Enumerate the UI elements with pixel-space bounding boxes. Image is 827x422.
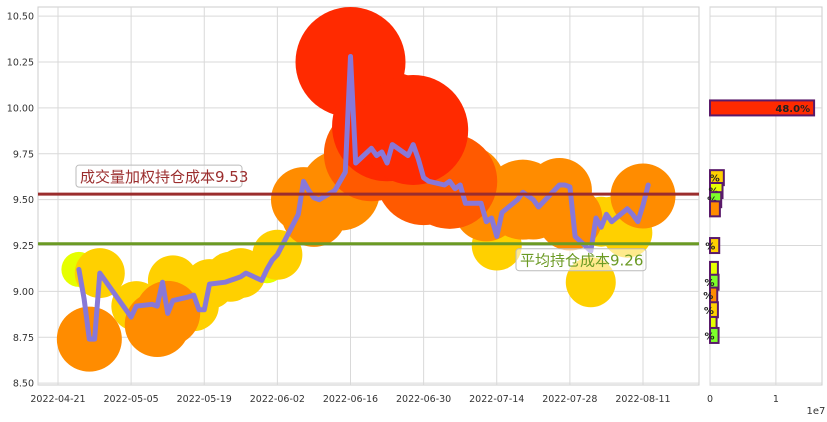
y-tick-label: 9.00 (13, 287, 34, 298)
distribution-x-tick-label: 1 (773, 394, 779, 405)
x-tick-label: 2022-05-19 (177, 394, 232, 405)
cost-label-box (515, 248, 647, 272)
distribution-frame (709, 6, 823, 386)
y-tick-label: 9.25 (13, 241, 34, 252)
price-series-line (76, 54, 651, 342)
x-tick-label: 2022-07-28 (542, 394, 597, 405)
y-tick-label: 9.50 (13, 195, 34, 206)
cost-reference-lines: 成交量加权持仓成本9.53 平均持仓成本9.26 (38, 164, 699, 272)
x-tick-label: 2022-08-11 (615, 394, 670, 405)
volume-bubble (358, 74, 469, 185)
price-chart: 成交量加权持仓成本9.53 平均持仓成本9.26 8.50 8.75 9.00 9.25… (7, 6, 700, 405)
distribution-bar (709, 237, 721, 255)
y-tick-label: 9.75 (13, 149, 34, 160)
y-axis-ticks: 8.50 8.75 9.00 9.25 9.50 9.75 10.00 10.25 10.50 (7, 12, 34, 390)
distribution-bar (709, 200, 721, 218)
y-tick-label: 8.50 (13, 379, 34, 390)
distribution-x-tick-label: 0 (707, 394, 713, 405)
distribution-bar-label: % (703, 291, 713, 302)
x-tick-label: 2022-06-02 (250, 394, 305, 405)
y-tick-label: 8.75 (13, 333, 34, 344)
cost-label-box (75, 164, 243, 188)
y-tick-label: 10.50 (7, 12, 34, 23)
distribution-x-offset-label: 1e7 (807, 406, 826, 417)
distribution-bar (709, 326, 720, 344)
distribution-bar-label: 48.0% (775, 104, 810, 115)
distribution-bar (709, 99, 816, 117)
x-tick-label: 2022-06-30 (396, 394, 451, 405)
x-tick-label: 2022-05-05 (104, 394, 159, 405)
x-tick-label: 2022-06-16 (323, 394, 378, 405)
volume-distribution-chart: 48.0%%%%%%%%% 01 1e7 (703, 6, 826, 417)
x-axis-ticks: 2022-04-21 2022-05-05 2022-05-19 2022-06-02… (30, 394, 670, 405)
weighted-cost-label: 成交量加权持仓成本9.53 (80, 168, 248, 186)
price-line-layer (76, 54, 651, 342)
x-tick-label: 2022-04-21 (30, 394, 85, 405)
y-tick-label: 10.00 (7, 103, 34, 114)
distribution-bar-label: % (705, 278, 715, 289)
distribution-bars: 48.0%%%%%%%%% (703, 99, 816, 344)
distribution-bar-label: % (705, 331, 715, 342)
distribution-bar-label: % (710, 174, 720, 185)
average-cost-label: 平均持仓成本9.26 (520, 252, 643, 270)
distribution-bar-label: % (704, 306, 714, 317)
distribution-bar-label: % (705, 242, 715, 253)
y-tick-label: 10.25 (7, 58, 34, 69)
x-tick-label: 2022-07-14 (469, 394, 524, 405)
